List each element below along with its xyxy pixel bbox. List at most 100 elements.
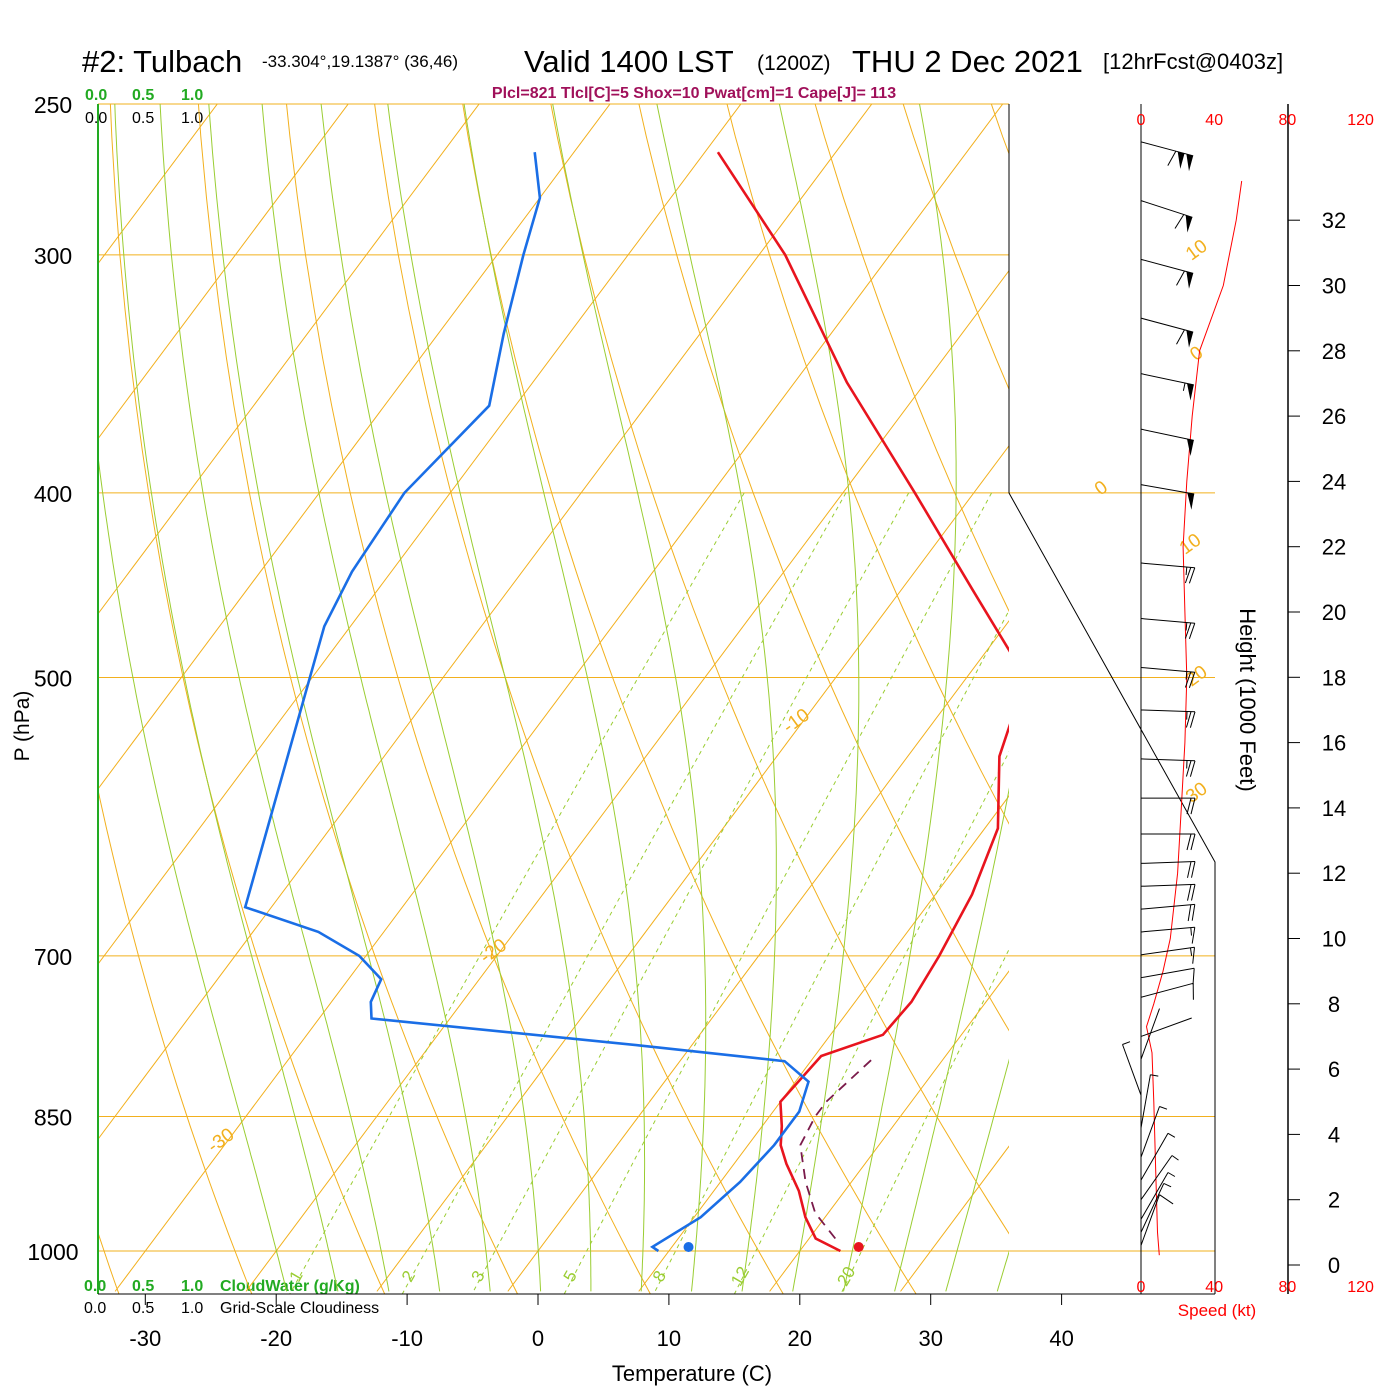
wind-barb-staff bbox=[1140, 1074, 1151, 1128]
wind-barb bbox=[1140, 1008, 1160, 1060]
wind-barb-pennant bbox=[1187, 383, 1194, 401]
speed-axis-label: Speed (kt) bbox=[1178, 1301, 1256, 1320]
speed-tick-label-bottom: 0 bbox=[1137, 1279, 1146, 1296]
mixing-ratio-label: 5 bbox=[560, 1267, 581, 1285]
wind-barb-half-feather bbox=[1185, 671, 1188, 680]
wind-barb-feather bbox=[1190, 797, 1196, 815]
temperature-tick-label: 40 bbox=[1049, 1326, 1073, 1351]
cloudwater-tick-top: 0.5 bbox=[132, 87, 154, 104]
wind-barb-feather bbox=[1190, 833, 1196, 851]
wind-barb-staff bbox=[1140, 946, 1195, 956]
wind-barb-pennant bbox=[1177, 151, 1185, 169]
dry-adiabat-line bbox=[1181, 0, 1400, 1299]
wind-barb bbox=[1140, 797, 1196, 815]
wind-barb-feather bbox=[1176, 270, 1185, 286]
wind-barb-staff bbox=[1140, 200, 1193, 218]
wind-barb-staff bbox=[1140, 618, 1195, 624]
isotherm-line bbox=[98, 104, 611, 790]
mixing-ratio-label: 8 bbox=[649, 1267, 670, 1285]
isotherm-line bbox=[0, 0, 224, 1291]
moist-adiabat-line bbox=[114, 104, 339, 1292]
wind-barb bbox=[1140, 1017, 1192, 1037]
height-tick-label: 26 bbox=[1322, 404, 1346, 429]
dry-adiabat-line bbox=[550, 104, 1009, 1235]
moist-adiabat-line bbox=[894, 787, 1009, 1292]
dry-adiabat-line bbox=[1264, 0, 1400, 1299]
isotherm-line bbox=[114, 104, 1004, 1292]
wind-barb bbox=[1140, 1172, 1176, 1220]
chart-title-station: #2: Tulbach bbox=[82, 44, 242, 79]
wind-barb-staff bbox=[1140, 967, 1195, 979]
dry-adiabat-lines bbox=[98, 0, 1400, 1299]
moist-adiabat-line bbox=[320, 104, 542, 1292]
wind-barb-feather bbox=[1188, 567, 1196, 584]
cloudiness-tick-bottom: 0.5 bbox=[132, 1300, 154, 1317]
moist-adiabat-line bbox=[98, 452, 288, 1292]
isotherm-line bbox=[98, 104, 480, 615]
cloud-scale-top: 0.0 0.5 1.0 0.0 0.5 1.0 bbox=[85, 87, 203, 127]
speed-tick-label-top: 0 bbox=[1137, 112, 1146, 129]
wind-barb-staff bbox=[1140, 861, 1196, 864]
moist-adiabat-line bbox=[996, 1250, 1009, 1292]
wind-barb-pennant bbox=[1186, 154, 1194, 172]
wind-barb-feather bbox=[1191, 927, 1196, 944]
isotherm-lines bbox=[0, 0, 1400, 1292]
moist-adiabat-line bbox=[387, 104, 592, 1292]
chart-title-zulu: (1200Z) bbox=[757, 52, 831, 75]
wind-barb-feather bbox=[1184, 622, 1192, 639]
mixing-ratio-line bbox=[563, 492, 993, 1294]
pressure-tick-label: 400 bbox=[34, 481, 72, 507]
height-tick-label: 18 bbox=[1322, 665, 1346, 690]
temperature-tick-label: 20 bbox=[788, 1326, 812, 1351]
wind-barb-pennant bbox=[1186, 330, 1194, 348]
wind-barb-feather bbox=[1185, 760, 1192, 777]
wind-barb bbox=[1140, 709, 1196, 728]
cloudwater-tick-bottom: 0.0 bbox=[84, 1278, 106, 1295]
height-tick-label: 16 bbox=[1322, 731, 1346, 756]
wind-barb-feather bbox=[1188, 672, 1196, 688]
isotherm-label: -20 bbox=[476, 935, 511, 968]
moist-adiabat-lines bbox=[98, 104, 1009, 1292]
isotherm-line bbox=[98, 104, 218, 265]
wind-barb bbox=[1140, 982, 1194, 1000]
wind-barb bbox=[1122, 1041, 1142, 1096]
height-tick-label: 28 bbox=[1322, 339, 1346, 364]
cloudwater-label: CloudWater (g/Kg) bbox=[220, 1278, 360, 1295]
pressure-tick-label: 850 bbox=[34, 1105, 72, 1131]
wind-barb-feather bbox=[1185, 711, 1192, 728]
cloudiness-tick-top: 0.0 bbox=[85, 110, 107, 127]
isotherm-label: -30 bbox=[204, 1124, 239, 1157]
wind-barb-feather bbox=[1191, 904, 1196, 921]
isotherm-line bbox=[1031, 0, 1400, 1291]
wind-barb bbox=[1140, 946, 1195, 964]
isobar-lines bbox=[98, 103, 1215, 1252]
temperature-tick-label: -30 bbox=[129, 1326, 161, 1351]
wind-barb-feather bbox=[1187, 861, 1192, 878]
wind-barb-feather bbox=[1187, 884, 1192, 901]
wind-barb-staff bbox=[1140, 1172, 1169, 1220]
isotherm-label: 10 bbox=[1176, 530, 1205, 559]
wind-barb-staff bbox=[1140, 141, 1194, 157]
wind-barb-staff bbox=[1140, 1133, 1169, 1181]
wind-barb-half-feather bbox=[1190, 947, 1193, 956]
speed-tick-label-bottom: 80 bbox=[1279, 1279, 1297, 1296]
wind-barb bbox=[1140, 883, 1196, 901]
isotherm-line bbox=[245, 269, 1009, 1292]
moist-adiabat-line bbox=[552, 104, 707, 1292]
height-tick-label: 12 bbox=[1322, 861, 1346, 886]
isotherm-line bbox=[376, 444, 1009, 1292]
wind-barb-feather bbox=[1189, 760, 1196, 777]
mixing-ratio-label: 2 bbox=[398, 1267, 419, 1285]
pressure-tick-label: 1000 bbox=[27, 1239, 78, 1265]
wind-barb-feather bbox=[1192, 968, 1195, 985]
height-tick-label: 6 bbox=[1328, 1057, 1340, 1082]
height-tick-label: 30 bbox=[1322, 274, 1346, 299]
moist-adiabat-line bbox=[656, 104, 777, 1292]
wind-barb bbox=[1140, 1074, 1159, 1128]
cloudwater-tick-bottom: 1.0 bbox=[181, 1278, 203, 1295]
surface-dewpoint-dot bbox=[683, 1242, 694, 1252]
wind-barb-feather bbox=[1184, 567, 1192, 584]
wind-barb-staff bbox=[1140, 562, 1195, 569]
wind-barb-staff bbox=[1140, 1183, 1165, 1233]
